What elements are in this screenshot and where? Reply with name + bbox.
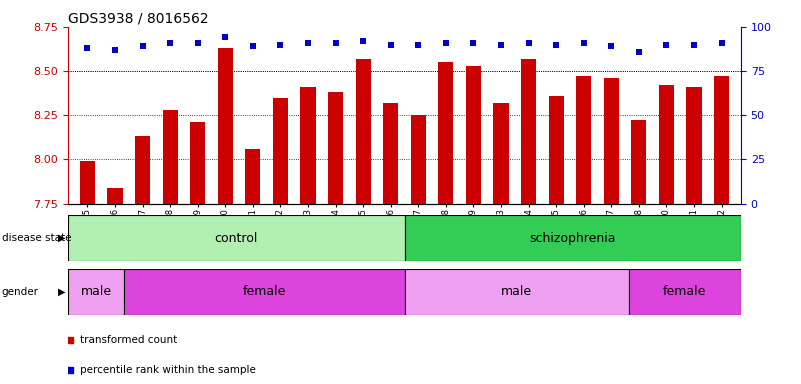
Bar <box>631 121 646 204</box>
FancyBboxPatch shape <box>405 269 629 315</box>
Text: female: female <box>243 285 286 298</box>
Bar <box>107 188 123 204</box>
Point <box>329 40 342 46</box>
Text: male: male <box>501 285 532 298</box>
FancyBboxPatch shape <box>124 269 405 315</box>
Text: ▶: ▶ <box>58 233 66 243</box>
Point <box>660 41 673 48</box>
Point <box>494 41 507 48</box>
Text: schizophrenia: schizophrenia <box>529 232 616 245</box>
Bar <box>218 48 233 204</box>
Bar <box>659 85 674 204</box>
Text: disease state: disease state <box>2 233 71 243</box>
Bar <box>190 122 205 204</box>
Point <box>109 47 122 53</box>
Bar <box>466 66 481 204</box>
Bar <box>135 136 150 204</box>
Point <box>687 41 700 48</box>
Bar <box>80 161 95 204</box>
Point <box>191 40 204 46</box>
Point <box>356 38 369 44</box>
Bar <box>245 149 260 204</box>
Bar <box>493 103 509 204</box>
Point <box>549 41 562 48</box>
FancyBboxPatch shape <box>68 215 405 261</box>
Bar <box>356 59 371 204</box>
Bar <box>273 98 288 204</box>
Text: GDS3938 / 8016562: GDS3938 / 8016562 <box>68 12 209 26</box>
Point <box>522 40 535 46</box>
Point <box>633 48 646 55</box>
Text: control: control <box>215 232 258 245</box>
Point <box>81 45 94 51</box>
Bar <box>521 59 536 204</box>
Text: female: female <box>663 285 706 298</box>
Text: transformed count: transformed count <box>80 335 178 345</box>
Point <box>467 40 480 46</box>
Point <box>163 40 176 46</box>
Bar <box>604 78 619 204</box>
Point <box>412 41 425 48</box>
Point <box>578 40 590 46</box>
Text: ▶: ▶ <box>58 287 66 297</box>
FancyBboxPatch shape <box>68 269 124 315</box>
FancyBboxPatch shape <box>405 215 741 261</box>
Text: gender: gender <box>2 287 38 297</box>
Text: male: male <box>81 285 111 298</box>
Point <box>605 43 618 50</box>
Bar <box>328 92 343 204</box>
Point <box>247 43 260 50</box>
Bar <box>686 87 702 204</box>
Point <box>715 40 728 46</box>
Point <box>302 40 315 46</box>
FancyBboxPatch shape <box>629 269 741 315</box>
Point <box>440 40 453 46</box>
Text: percentile rank within the sample: percentile rank within the sample <box>80 366 256 376</box>
Bar <box>411 115 426 204</box>
Point <box>136 43 149 50</box>
Bar <box>300 87 316 204</box>
Bar <box>383 103 398 204</box>
Bar <box>576 76 591 204</box>
Bar <box>714 76 729 204</box>
Bar <box>163 110 178 204</box>
Point <box>384 41 397 48</box>
Point <box>274 41 287 48</box>
Bar <box>549 96 564 204</box>
Bar <box>438 62 453 204</box>
Point <box>219 35 231 41</box>
